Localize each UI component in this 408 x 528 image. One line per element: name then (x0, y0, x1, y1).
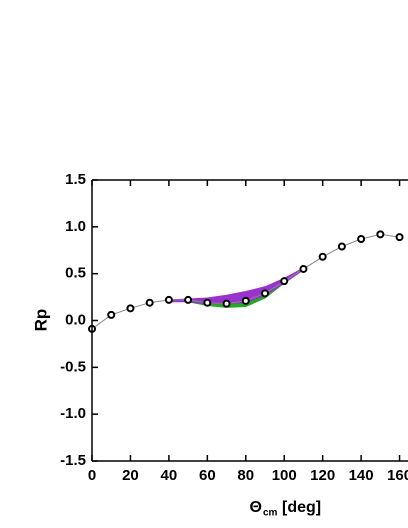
x-tick-label: 160 (387, 467, 408, 484)
x-tick-label: 80 (237, 467, 254, 484)
y-tick-label: -1.5 (60, 452, 86, 469)
data-point (222, 299, 231, 308)
data-point (126, 304, 135, 313)
data-point (145, 298, 154, 307)
x-axis-unit: [deg] (282, 499, 321, 516)
y-tick-label: 0.0 (65, 311, 86, 328)
y-axis-label: Rp (31, 309, 50, 332)
x-tick-label: 60 (199, 467, 216, 484)
data-point (376, 230, 385, 239)
data-point (318, 252, 327, 261)
data-point (203, 298, 212, 307)
y-tick-label: 0.5 (65, 265, 86, 282)
x-tick-label: 20 (122, 467, 139, 484)
data-point (261, 289, 269, 298)
data-point (107, 310, 116, 319)
data-point (280, 277, 289, 286)
x-axis-symbol: Θ (250, 499, 262, 516)
data-point (395, 233, 404, 242)
x-tick-label: 100 (272, 467, 297, 484)
data-point (164, 295, 173, 304)
y-tick-label: 1.5 (65, 171, 86, 188)
y-tick-label: 1.0 (65, 218, 86, 235)
y-tick-label: -1.0 (60, 405, 86, 422)
x-tick-label: 140 (349, 467, 374, 484)
x-tick-label: 0 (88, 467, 96, 484)
x-tick-label: 120 (310, 467, 335, 484)
x-axis-subscript: cm (263, 508, 278, 519)
data-point (184, 295, 193, 304)
data-point (241, 296, 250, 305)
data-point (299, 264, 308, 273)
data-point (337, 242, 346, 251)
y-tick-label: -0.5 (60, 358, 86, 375)
data-point (357, 235, 366, 244)
x-tick-label: 40 (161, 467, 178, 484)
series-line (91, 233, 400, 330)
